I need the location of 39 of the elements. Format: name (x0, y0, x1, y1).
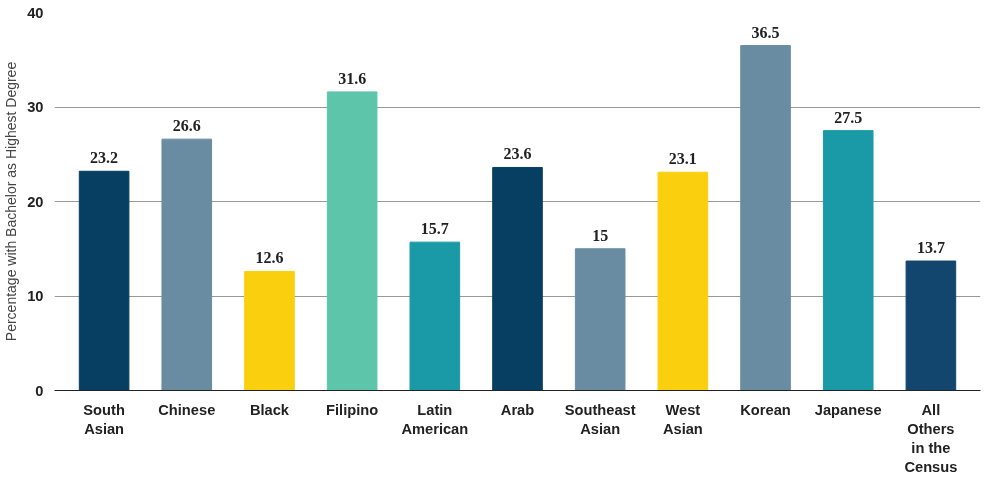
y-tick-label: 20 (27, 193, 44, 210)
bar (740, 45, 791, 391)
bar (492, 166, 543, 391)
data-label: 12.6 (255, 249, 284, 267)
x-tick-label: Filipino (326, 401, 379, 418)
y-tick-label: 10 (27, 288, 44, 304)
data-label: 15.7 (420, 220, 449, 238)
data-label: 23.2 (90, 149, 119, 167)
data-label: 13.7 (916, 239, 945, 257)
bar (78, 170, 130, 391)
x-tick-label: Black (249, 401, 290, 418)
y-tick-label: 40 (27, 4, 44, 21)
x-tick-label: Latin American (401, 401, 469, 437)
x-tick-label: West Asian (662, 401, 703, 437)
x-tick-label: All Others in the Census (904, 401, 958, 476)
y-tick-label: 0 (35, 382, 44, 399)
data-label: 23.1 (668, 150, 697, 168)
y-axis-title: Percentage with Bachelor as Highest Degree (3, 61, 20, 342)
data-label: 36.5 (751, 23, 780, 41)
bar (657, 171, 709, 391)
x-tick-label: Japanese (814, 401, 882, 418)
x-tick-label: Korean (740, 401, 791, 418)
bar (161, 138, 213, 391)
bar (244, 270, 295, 391)
data-label: 26.6 (172, 117, 201, 135)
bar (822, 130, 874, 391)
data-label: 23.6 (503, 145, 532, 163)
y-tick-label: 30 (27, 99, 44, 115)
bar (574, 248, 626, 391)
x-tick-label: Chinese (158, 401, 216, 418)
bar (409, 241, 461, 391)
x-tick-label: Arab (500, 401, 535, 418)
x-tick-label: South Asian (83, 401, 125, 437)
bar (326, 91, 378, 391)
data-label: 15 (592, 226, 609, 244)
bar (905, 260, 957, 391)
data-label: 31.6 (338, 69, 367, 87)
data-label: 27.5 (834, 108, 863, 126)
x-tick-label: Southeast Asian (564, 401, 636, 437)
